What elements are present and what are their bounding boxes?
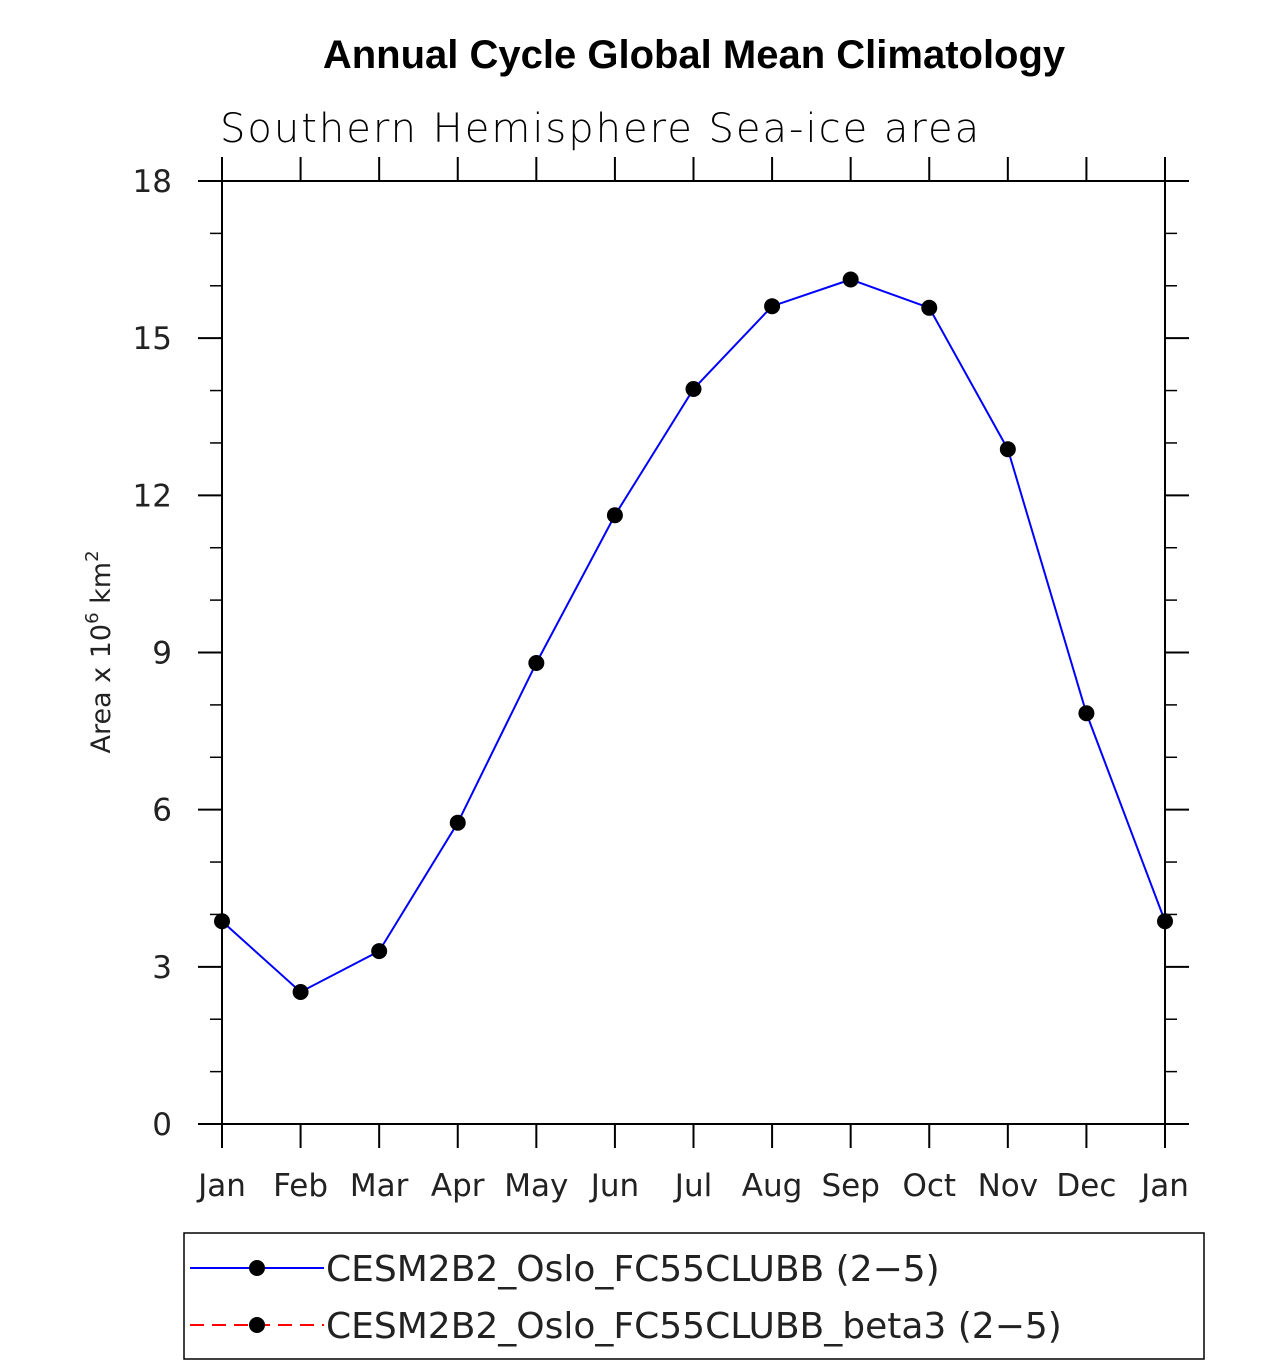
x-tick-label: Feb (273, 1168, 328, 1204)
x-tick-label: Jul (673, 1168, 712, 1204)
legend-box (183, 1232, 1205, 1360)
series-layer (214, 271, 1173, 1000)
y-tick-label: 3 (152, 950, 172, 986)
y-tick-label: 0 (152, 1107, 172, 1143)
data-point (921, 299, 938, 316)
axis-ticks (198, 157, 1189, 1148)
y-tick-label: 9 (152, 636, 172, 672)
x-tick-label: Dec (1056, 1168, 1116, 1204)
data-point (528, 654, 545, 671)
y-axis-label-unit: km (86, 562, 117, 604)
y-tick-label: 18 (133, 164, 172, 200)
data-point (999, 441, 1016, 458)
y-tick-label: 6 (152, 793, 172, 829)
data-point (606, 507, 623, 524)
legend-label-0: CESM2B2_Oslo_FC55CLUBB (2−5) (326, 1249, 940, 1290)
chart-subtitle: Southern Hemisphere Sea-ice area (220, 106, 981, 152)
x-tick-label: Jan (196, 1168, 246, 1204)
plot-frame (221, 180, 1166, 1125)
data-point (1157, 913, 1173, 930)
axis-tick-labels: Jan Feb Mar Apr May Jun Jul Aug Sep Oct Nov Dec Jan 0… (133, 164, 1189, 1204)
legend-marker-1 (249, 1317, 265, 1333)
legend: CESM2B2_Oslo_FC55CLUBB (2−5) CESM2B2_Oslo… (183, 1232, 1205, 1360)
x-tick-label: May (504, 1168, 568, 1204)
y-tick-label: 12 (133, 478, 172, 514)
data-point (214, 913, 230, 930)
y-axis-label-text: Area x 10 (86, 624, 117, 754)
legend-label-1: CESM2B2_Oslo_FC55CLUBB_beta3 (2−5) (326, 1306, 1062, 1347)
x-tick-label: Oct (902, 1168, 956, 1204)
x-tick-label: Apr (431, 1168, 485, 1204)
x-tick-label: Jan (1139, 1168, 1189, 1204)
data-point (685, 380, 702, 397)
y-axis-label-unit-exponent: 2 (82, 550, 103, 561)
y-axis-label: Area x 106 km2 (82, 550, 117, 753)
data-point (842, 271, 859, 288)
svg-text:Area x 106 km2: Area x 106 km2 (82, 550, 117, 753)
x-tick-label: Nov (978, 1168, 1039, 1204)
legend-marker-0 (249, 1260, 265, 1276)
data-point (292, 983, 309, 1000)
data-point (1078, 705, 1095, 722)
data-point (371, 943, 388, 960)
x-tick-label: Mar (350, 1168, 409, 1204)
y-tick-label: 15 (133, 321, 172, 357)
x-tick-label: Aug (742, 1168, 803, 1204)
data-point (449, 814, 466, 831)
x-tick-label: Jun (589, 1168, 639, 1204)
x-tick-label: Sep (821, 1168, 879, 1204)
data-point (764, 298, 781, 315)
chart-title: Annual Cycle Global Mean Climatology (323, 33, 1066, 77)
y-axis-label-exponent: 6 (82, 612, 103, 623)
